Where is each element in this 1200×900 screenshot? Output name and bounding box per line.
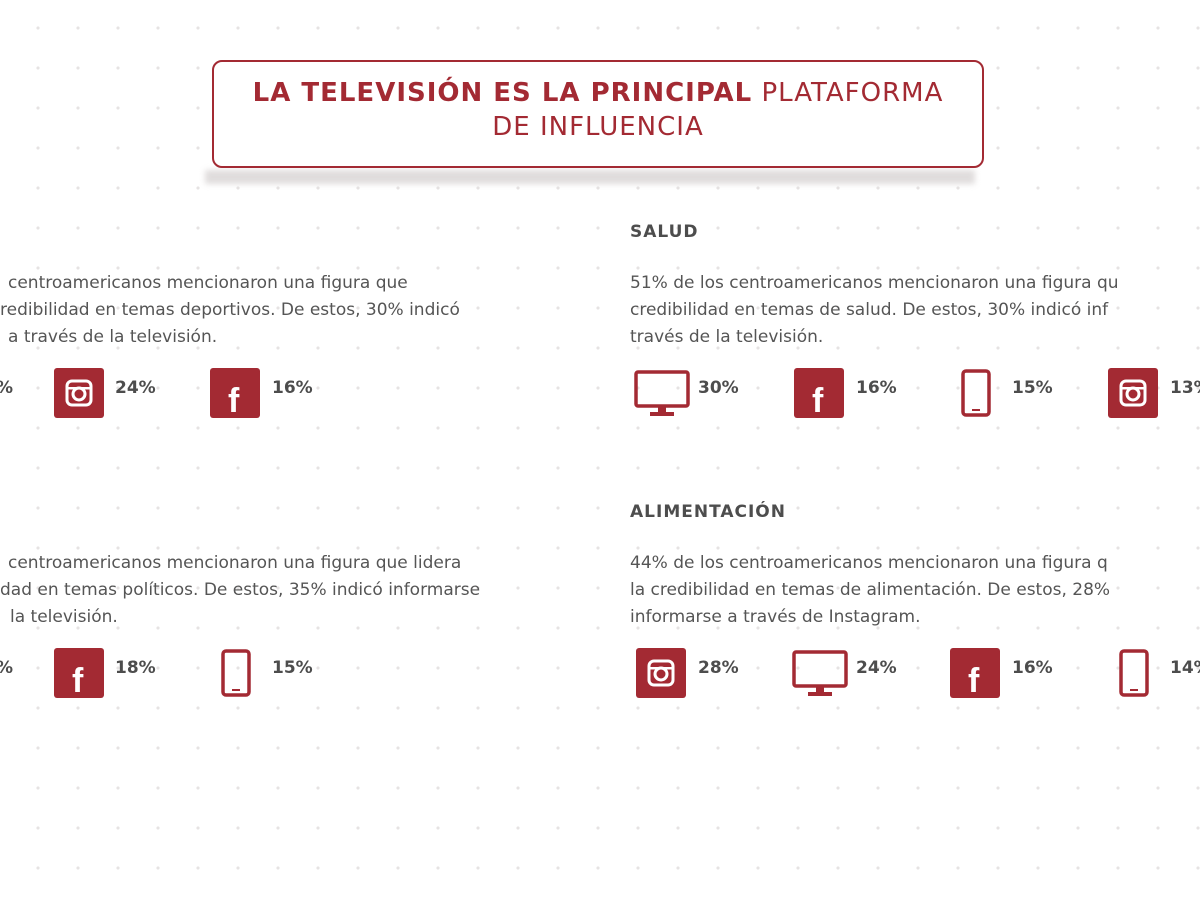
deportes-description: centroamericanos mencionaron una figura … [0, 270, 460, 351]
title-line-1: LA TELEVISIÓN ES LA PRINCIPAL PLATAFORMA [214, 76, 982, 110]
alimentacion-title: ALIMENTACIÓN [630, 502, 786, 522]
instagram-icon [1108, 368, 1158, 418]
deportes-desc-line: a través de la televisión. [8, 327, 218, 347]
salud-description: 51% de los centroamericanos mencionaron … [630, 270, 1119, 351]
svg-text:f: f [968, 662, 980, 698]
instagram-icon [54, 368, 104, 418]
alimentacion-desc-line: 44% de los centroamericanos mencionaron … [630, 553, 1108, 573]
facebook-icon: f [210, 368, 260, 418]
deportes-stat-partial: % [0, 378, 13, 398]
salud-instagram-value: 13% [1170, 378, 1200, 398]
deportes-desc-line: redibilidad en temas deportivos. De esto… [0, 300, 460, 320]
politica-mobile-value: 15% [272, 658, 313, 678]
instagram-icon [636, 648, 686, 698]
svg-text:f: f [72, 662, 84, 698]
title-line-2: DE INFLUENCIA [492, 112, 704, 142]
title-bold-text: LA TELEVISIÓN ES LA PRINCIPAL [252, 78, 753, 108]
alimentacion-desc-line: la credibilidad en temas de alimentación… [630, 580, 1111, 600]
title-box: LA TELEVISIÓN ES LA PRINCIPAL PLATAFORMA… [212, 60, 984, 168]
salud-mobile-value: 15% [1012, 378, 1053, 398]
politica-facebook-value: 18% [115, 658, 156, 678]
svg-text:f: f [228, 382, 240, 418]
deportes-desc-line: centroamericanos mencionaron una figura … [8, 273, 408, 293]
facebook-icon: f [54, 648, 104, 698]
alimentacion-instagram-value: 28% [698, 658, 739, 678]
alimentacion-description: 44% de los centroamericanos mencionaron … [630, 550, 1110, 631]
alimentacion-facebook-value: 16% [1012, 658, 1053, 678]
title-light-text-1: PLATAFORMA [761, 78, 944, 108]
alimentacion-mobile-value: 14% [1170, 658, 1200, 678]
politica-desc-line: la televisión. [10, 607, 118, 627]
mobile-phone-icon [1118, 648, 1168, 698]
facebook-icon: f [794, 368, 844, 418]
politica-stat-partial: % [0, 658, 13, 678]
mobile-phone-icon [220, 648, 270, 698]
salud-title: SALUD [630, 222, 699, 242]
politica-description: centroamericanos mencionaron una figura … [0, 550, 480, 631]
alimentacion-television-value: 24% [856, 658, 897, 678]
alimentacion-desc-line: informarse a través de Instagram. [630, 607, 921, 627]
salud-facebook-value: 16% [856, 378, 897, 398]
deportes-instagram-value: 24% [115, 378, 156, 398]
salud-desc-line: través de la televisión. [630, 327, 824, 347]
salud-desc-line: 51% de los centroamericanos mencionaron … [630, 273, 1119, 293]
salud-television-value: 30% [698, 378, 739, 398]
politica-desc-line: dad en temas políticos. De estos, 35% in… [0, 580, 481, 600]
politica-desc-line: centroamericanos mencionaron una figura … [8, 553, 462, 573]
facebook-icon: f [950, 648, 1000, 698]
title-box-shadow [205, 170, 975, 184]
deportes-facebook-value: 16% [272, 378, 313, 398]
salud-desc-line: credibilidad en temas de salud. De estos… [630, 300, 1109, 320]
mobile-phone-icon [960, 368, 1010, 418]
television-icon [792, 648, 848, 698]
television-icon [634, 368, 690, 418]
svg-text:f: f [812, 382, 824, 418]
